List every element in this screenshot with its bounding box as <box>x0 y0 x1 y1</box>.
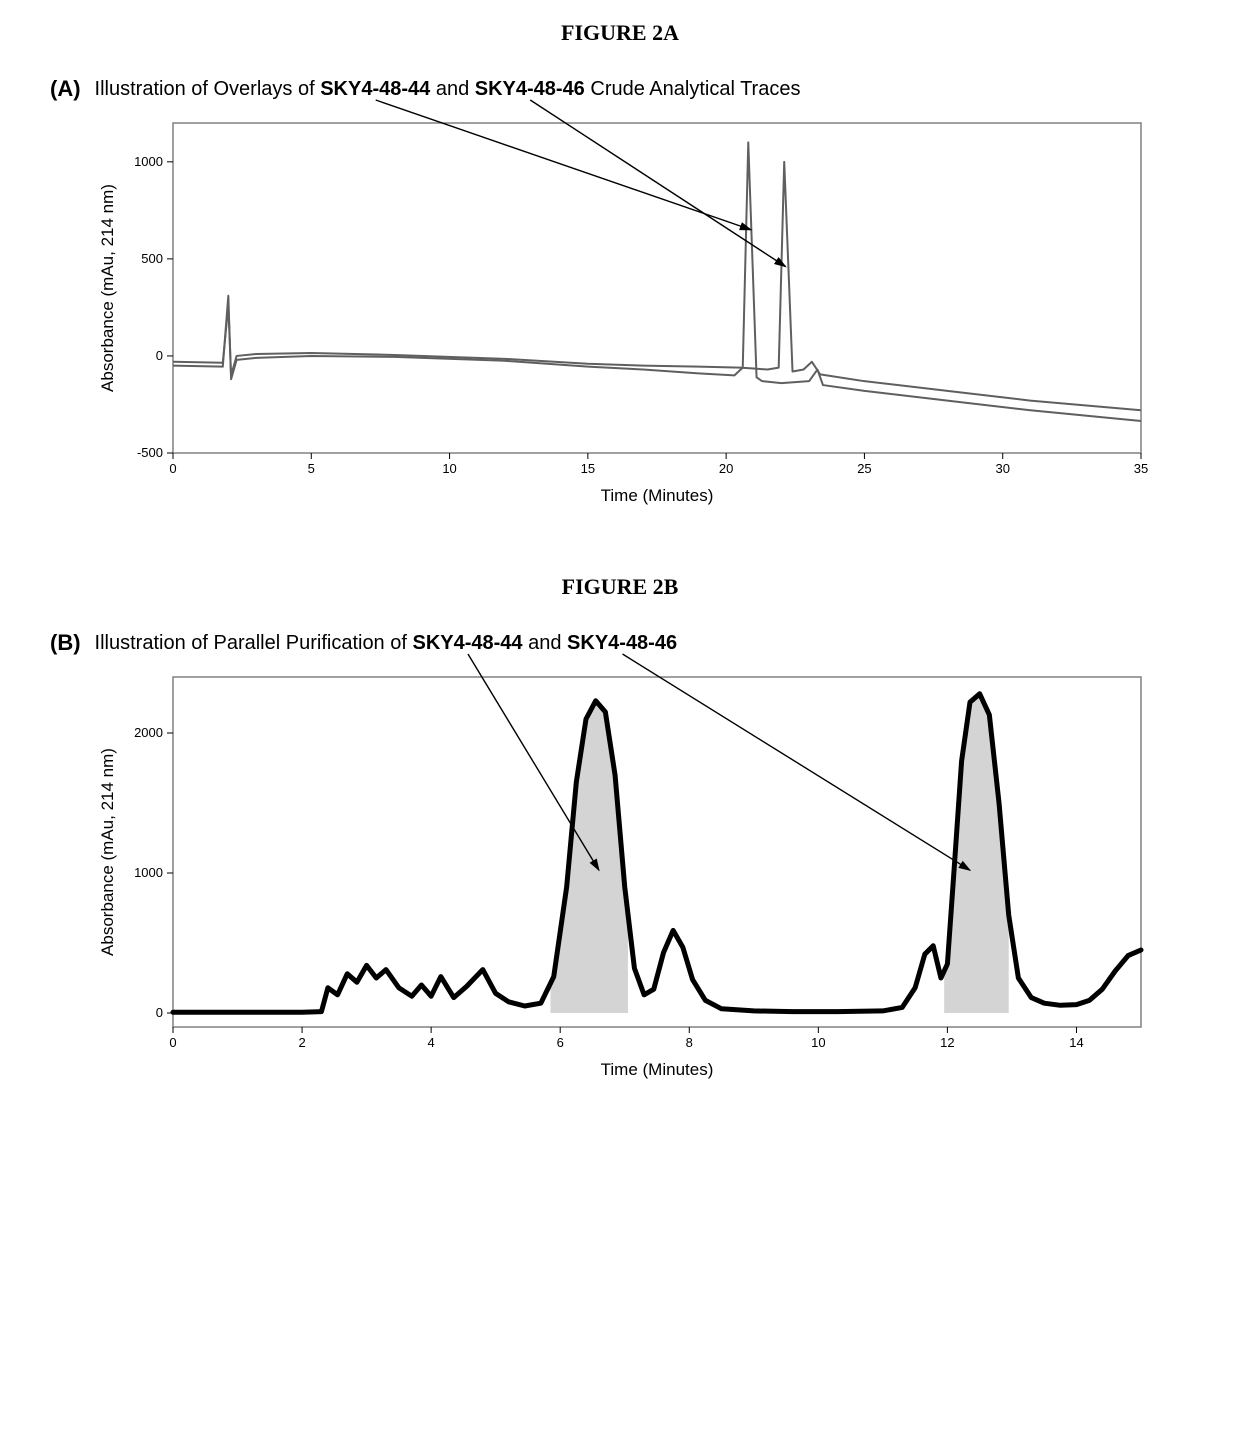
figure-2a-chart: 0 5 10 15 20 25 30 35 -500 0 500 1000 Time (Minutes)… <box>95 109 1155 509</box>
svg-text:Time (Minutes): Time (Minutes) <box>600 486 713 505</box>
svg-text:8: 8 <box>685 1035 692 1050</box>
svg-text:2: 2 <box>298 1035 305 1050</box>
figure-2a-panel-row: (A) Illustration of Overlays of SKY4-48-… <box>20 76 1220 514</box>
figure-2a-caption-mid: and <box>430 78 474 100</box>
svg-text:0: 0 <box>155 348 162 363</box>
figure-2a-caption: Illustration of Overlays of SKY4-48-44 a… <box>95 76 1220 103</box>
svg-text:12: 12 <box>940 1035 954 1050</box>
svg-text:Absorbance (mAu, 214 nm): Absorbance (mAu, 214 nm) <box>98 184 117 392</box>
figure-2b-panel-letter: (B) <box>20 630 95 656</box>
svg-text:0: 0 <box>169 1035 176 1050</box>
svg-text:5: 5 <box>307 461 314 476</box>
svg-text:15: 15 <box>580 461 594 476</box>
svg-text:30: 30 <box>995 461 1009 476</box>
svg-text:20: 20 <box>718 461 732 476</box>
svg-text:1000: 1000 <box>134 865 163 880</box>
svg-text:0: 0 <box>169 461 176 476</box>
figure-2b-block: FIGURE 2B (B) Illustration of Parallel P… <box>20 574 1220 1088</box>
svg-text:Time (Minutes): Time (Minutes) <box>600 1060 713 1079</box>
svg-text:500: 500 <box>141 251 163 266</box>
figure-2a-panel-letter: (A) <box>20 76 95 102</box>
figure-2a-caption-prefix: Illustration of Overlays of <box>95 78 321 100</box>
figure-2a-title: FIGURE 2A <box>20 20 1220 46</box>
svg-text:4: 4 <box>427 1035 434 1050</box>
svg-text:2000: 2000 <box>134 725 163 740</box>
figure-2b-chart: 0 2 4 6 8 10 12 14 0 1000 2000 Time (Minutes) Absorb… <box>95 663 1155 1083</box>
svg-text:25: 25 <box>857 461 871 476</box>
svg-text:14: 14 <box>1069 1035 1083 1050</box>
figure-2b-caption-bold2: SKY4-48-46 <box>567 632 677 654</box>
figure-2b-caption-bold1: SKY4-48-44 <box>412 632 522 654</box>
figure-2b-panel-row: (B) Illustration of Parallel Purificatio… <box>20 630 1220 1088</box>
svg-text:-500: -500 <box>137 445 163 460</box>
figure-2b-caption-mid: and <box>523 632 567 654</box>
figure-2a-caption-bold2: SKY4-48-46 <box>475 78 585 100</box>
figure-2b-chart-holder: 0 2 4 6 8 10 12 14 0 1000 2000 Time (Minutes) Absorb… <box>95 663 1220 1088</box>
svg-text:35: 35 <box>1133 461 1147 476</box>
figure-2a-caption-bold1: SKY4-48-44 <box>320 78 430 100</box>
figure-2a-chart-holder: 0 5 10 15 20 25 30 35 -500 0 500 1000 Time (Minutes)… <box>95 109 1220 514</box>
svg-text:0: 0 <box>155 1005 162 1020</box>
svg-text:Absorbance (mAu, 214 nm): Absorbance (mAu, 214 nm) <box>98 748 117 956</box>
svg-text:1000: 1000 <box>134 154 163 169</box>
svg-text:6: 6 <box>556 1035 563 1050</box>
figure-2b-title: FIGURE 2B <box>20 574 1220 600</box>
figure-2b-caption-prefix: Illustration of Parallel Purification of <box>95 632 413 654</box>
figure-2a-block: FIGURE 2A (A) Illustration of Overlays o… <box>20 20 1220 514</box>
figure-2a-caption-suffix: Crude Analytical Traces <box>585 78 801 100</box>
svg-text:10: 10 <box>442 461 456 476</box>
svg-text:10: 10 <box>811 1035 825 1050</box>
figure-2b-caption: Illustration of Parallel Purification of… <box>95 630 1220 657</box>
